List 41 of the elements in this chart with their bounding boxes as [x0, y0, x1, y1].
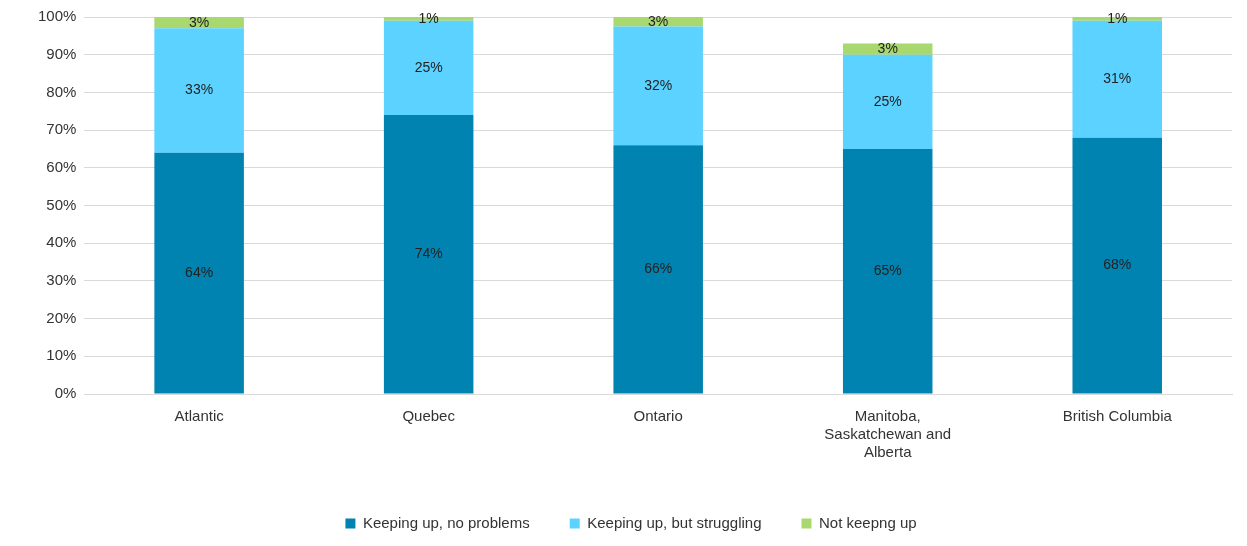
legend-label: Not keepng up: [819, 513, 917, 531]
y-tick-label: 20%: [46, 308, 77, 326]
y-tick-label: 30%: [46, 271, 77, 289]
x-tick-label: British Columbia: [1062, 407, 1173, 425]
bar: [613, 26, 703, 146]
y-tick-label: 10%: [46, 346, 77, 364]
x-tick-label: Atlantic: [174, 407, 225, 425]
data-label: 25%: [414, 58, 443, 75]
bar: [154, 28, 244, 153]
y-tick-label: 0%: [54, 384, 77, 402]
data-label: 74%: [414, 245, 443, 262]
data-label: 32%: [644, 76, 673, 93]
y-tick-label: 40%: [46, 233, 77, 251]
data-label: 64%: [185, 263, 214, 280]
bar: [1072, 137, 1162, 394]
y-tick-label: 70%: [46, 120, 77, 138]
bar: [613, 145, 703, 394]
x-tick-label: Ontario: [633, 407, 683, 425]
data-label: 25%: [873, 92, 902, 109]
bar: [842, 54, 933, 149]
bar: [154, 152, 244, 394]
y-tick-label: 50%: [46, 195, 77, 213]
bar: [383, 115, 474, 394]
data-label: 3%: [648, 12, 669, 29]
data-label: 66%: [644, 260, 673, 277]
bar: [842, 43, 933, 55]
y-tick-label: 100%: [37, 7, 77, 25]
x-tick-label: Quebec: [402, 407, 456, 425]
y-tick-label: 80%: [46, 82, 77, 100]
y-tick-label: 60%: [46, 157, 77, 175]
legend-label: Keeping up, no problems: [362, 513, 530, 531]
data-label: 33%: [185, 81, 214, 98]
data-label: 68%: [1103, 256, 1132, 273]
data-label: 31%: [1103, 70, 1132, 87]
x-tick-label: Manitoba, Saskatchewan and Alberta: [824, 407, 952, 461]
bar: [842, 148, 933, 394]
data-label: 65%: [873, 262, 902, 279]
data-label: 3%: [189, 13, 210, 30]
legend-label: Keeping up, but struggling: [587, 513, 762, 531]
y-tick-label: 90%: [46, 44, 77, 62]
data-label: 3%: [877, 39, 898, 56]
